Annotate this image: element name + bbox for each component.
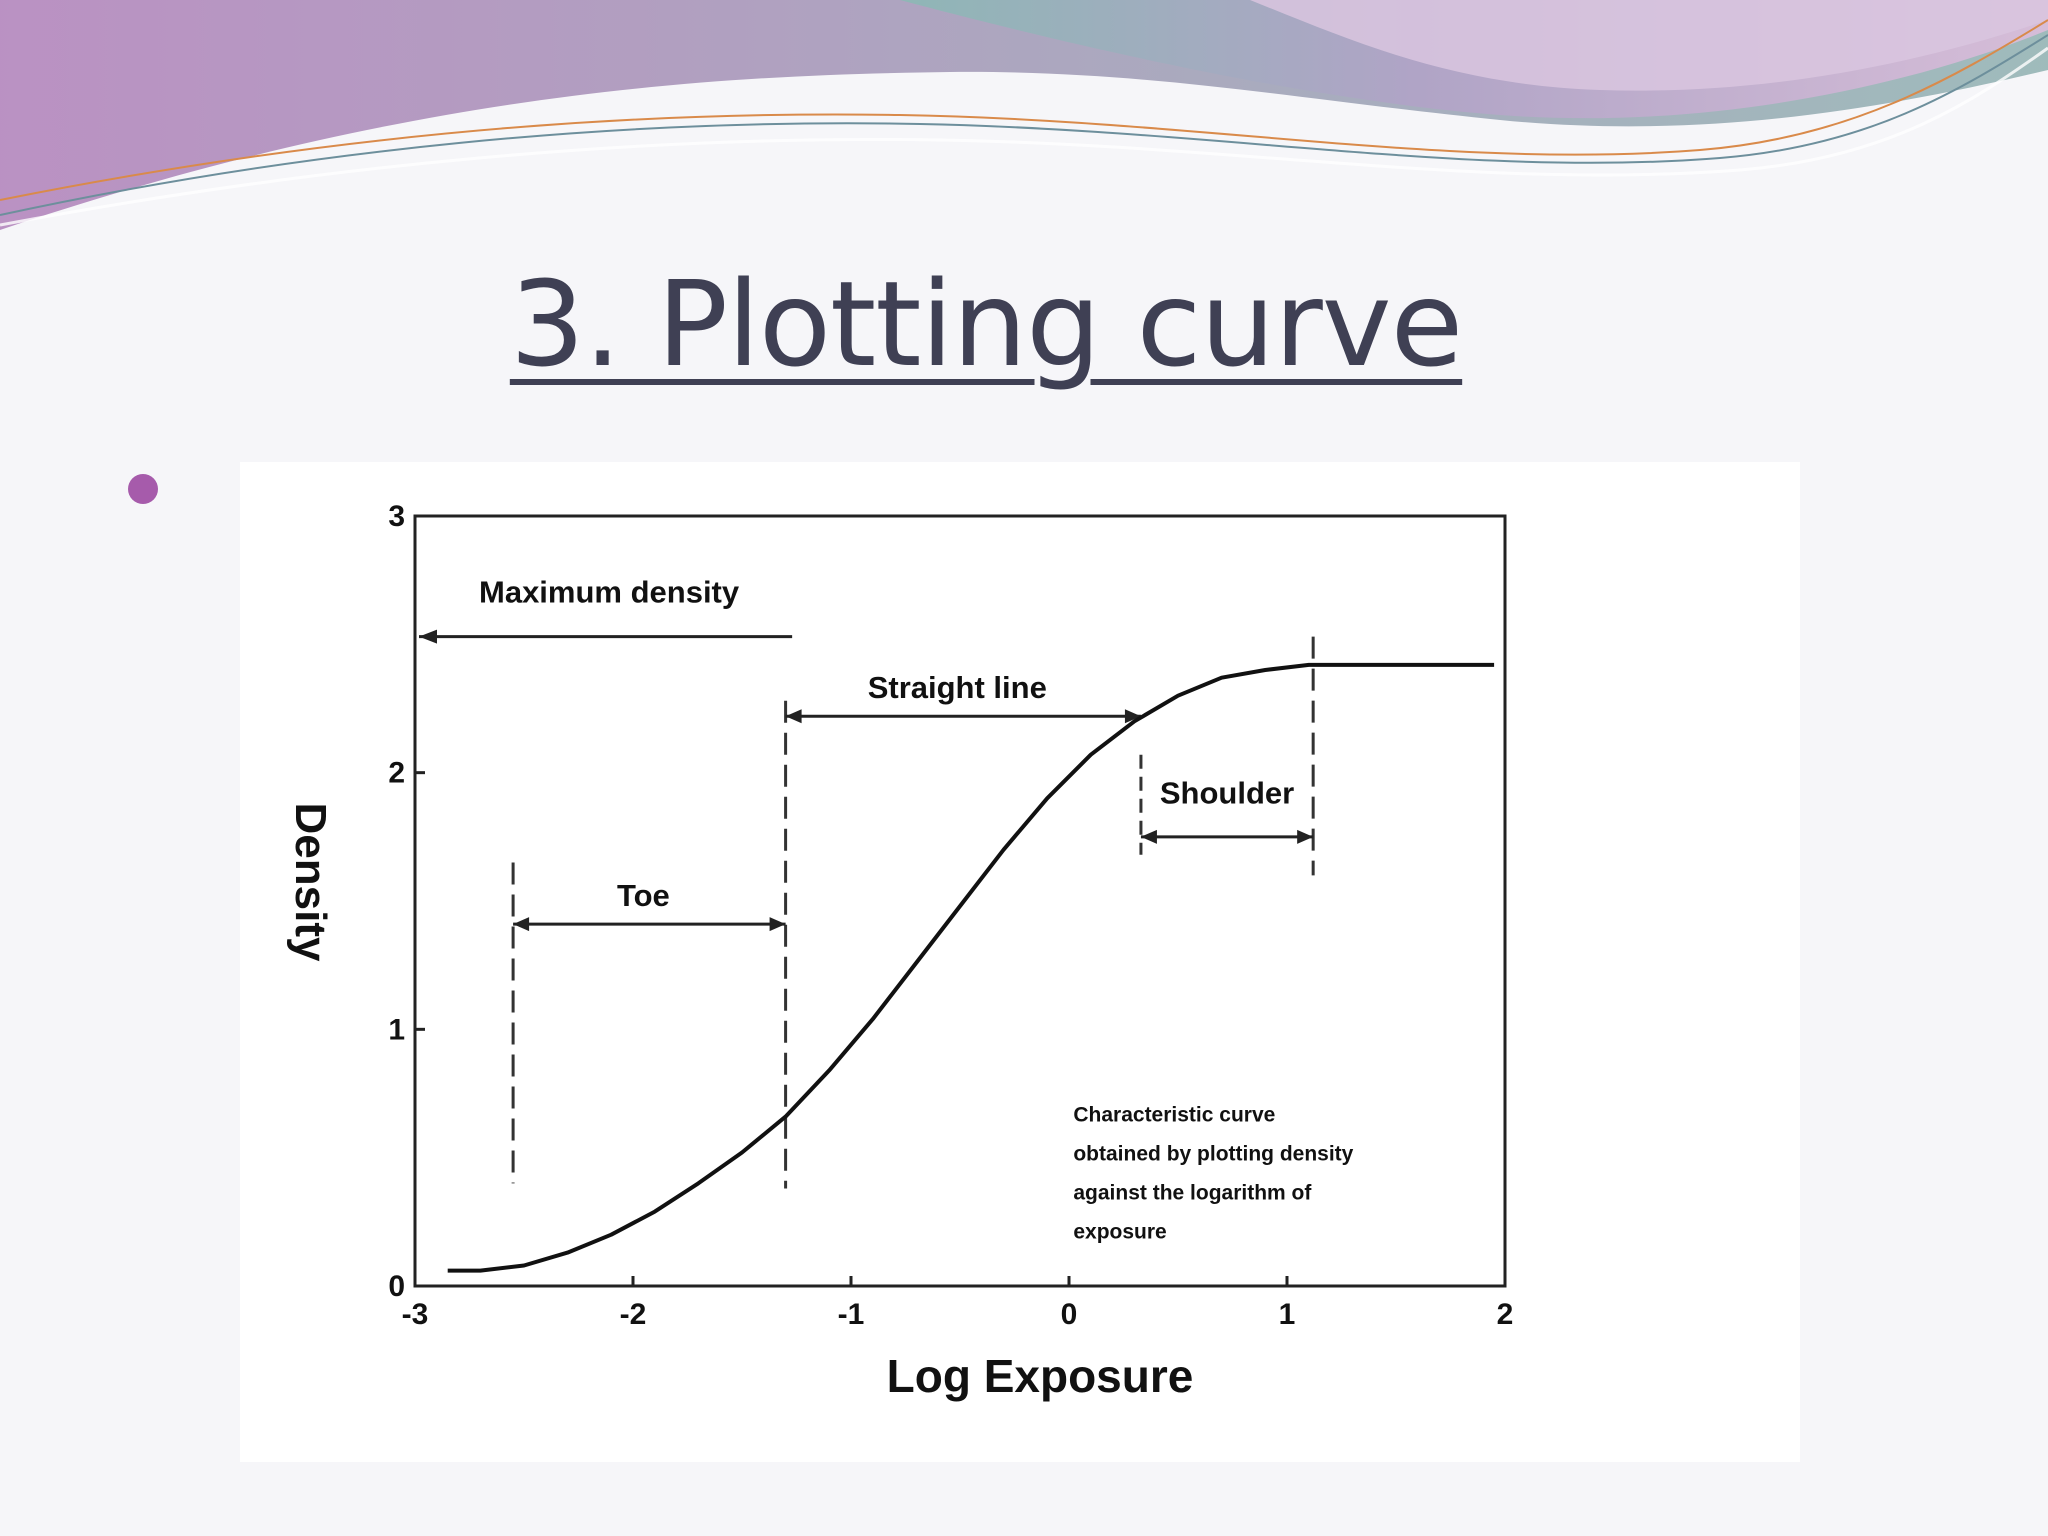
x-tick-label: -3 <box>402 1298 429 1331</box>
decorative-wave-banner <box>0 0 2048 230</box>
plot-frame-group <box>413 514 1507 1288</box>
annotation-line: exposure <box>1073 1221 1166 1244</box>
x-tick-label: 0 <box>1061 1298 1078 1331</box>
region-label: Toe <box>617 878 670 913</box>
region-label: Straight line <box>868 670 1047 705</box>
y-axis-title: Density <box>286 803 335 962</box>
maximum-density-label: Maximum density <box>479 575 740 610</box>
x-tick-label: -1 <box>838 1298 865 1331</box>
x-axis-title: Log Exposure <box>887 1350 1194 1402</box>
region-arrow-head-right <box>1124 709 1141 724</box>
region-arrow-head-right <box>1297 829 1314 844</box>
y-tick-label: 0 <box>388 1270 405 1303</box>
characteristic-curve-figure: -3 -2 -1 0 1 2 0 1 2 3 Toe Straight line Shoulder L… <box>240 462 1800 1462</box>
x-tick-label: -2 <box>620 1298 647 1331</box>
annotation-note: Characteristic curve obtained by plotting… <box>1073 1104 1353 1244</box>
region-arrow-head-right <box>769 917 786 932</box>
curve-group <box>447 662 1495 1273</box>
annotation-line: Characteristic curve <box>1073 1104 1275 1127</box>
region-marker-group: Toe Straight line Shoulder <box>419 629 1315 1189</box>
x-tick-label: 2 <box>1497 1298 1514 1331</box>
y-tick-label: 3 <box>388 500 405 533</box>
characteristic-curve-line <box>447 662 1495 1273</box>
y-tick-label: 2 <box>388 757 405 790</box>
characteristic-curve-chart: -3 -2 -1 0 1 2 0 1 2 3 Toe Straight line Shoulder L… <box>286 500 1513 1402</box>
region-arrow-head-left <box>785 709 802 724</box>
x-tick-label: 1 <box>1279 1298 1296 1331</box>
y-tick-label: 1 <box>388 1013 405 1046</box>
annotation-line: against the logarithm of <box>1073 1182 1312 1205</box>
bullet-point <box>128 474 158 504</box>
slide-title: 3. Plotting curve <box>509 255 1463 393</box>
region-arrow-head-left <box>513 917 530 932</box>
region-arrow-head-left <box>1140 829 1157 844</box>
plot-frame <box>413 514 1507 1288</box>
annotation-line: obtained by plotting density <box>1073 1143 1353 1166</box>
maximum-density-arrow-head <box>419 629 437 644</box>
tick-label-group: -3 -2 -1 0 1 2 0 1 2 3 <box>388 500 1513 1331</box>
region-label: Shoulder <box>1160 775 1294 810</box>
